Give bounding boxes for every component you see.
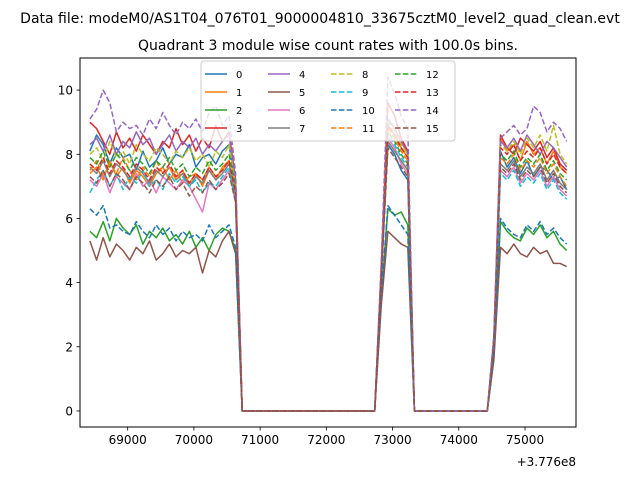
legend-label-12: 12 [426, 70, 439, 81]
legend-label-15: 15 [426, 124, 439, 135]
y-tick-label: 8 [65, 148, 73, 162]
legend-label-1: 1 [236, 88, 242, 99]
legend-label-5: 5 [299, 88, 305, 99]
legend-label-8: 8 [362, 70, 368, 81]
chart-title: Quadrant 3 module wise count rates with … [138, 38, 518, 54]
y-tick-label: 6 [65, 212, 73, 226]
legend-label-14: 14 [426, 106, 439, 117]
legend-label-3: 3 [236, 124, 242, 135]
legend-label-9: 9 [362, 88, 368, 99]
y-tick-label: 2 [65, 340, 73, 354]
x-tick-label: 75000 [506, 433, 544, 447]
legend-label-13: 13 [426, 88, 439, 99]
legend-label-11: 11 [362, 124, 375, 135]
series-line-15 [89, 147, 568, 412]
figure-suptitle: Data file: modeM0/AS1T04_076T01_90000048… [20, 11, 620, 27]
y-tick-label: 0 [65, 404, 73, 418]
legend-label-10: 10 [362, 106, 375, 117]
legend-label-6: 6 [299, 106, 305, 117]
legend-label-0: 0 [236, 70, 242, 81]
y-tick-label: 4 [65, 276, 73, 290]
plot-lines [89, 76, 568, 412]
x-tick-label: 73000 [373, 433, 411, 447]
x-tick-label: 70000 [175, 433, 213, 447]
legend-label-2: 2 [236, 106, 242, 117]
x-tick-label: 69000 [109, 433, 147, 447]
x-offset-label: +3.776e8 [517, 455, 576, 469]
x-axis-ticks: 69000 70000 71000 72000 73000 74000 75000 [109, 427, 544, 447]
legend-label-4: 4 [299, 70, 305, 81]
legend-box [200, 60, 456, 142]
legend-label-7: 7 [299, 124, 305, 135]
y-axis-ticks: 0 2 4 6 8 10 [58, 84, 80, 418]
x-tick-label: 72000 [307, 433, 345, 447]
y-tick-label: 10 [58, 84, 73, 98]
x-tick-label: 71000 [241, 433, 279, 447]
x-tick-label: 74000 [440, 433, 478, 447]
axes-frame [79, 57, 577, 428]
